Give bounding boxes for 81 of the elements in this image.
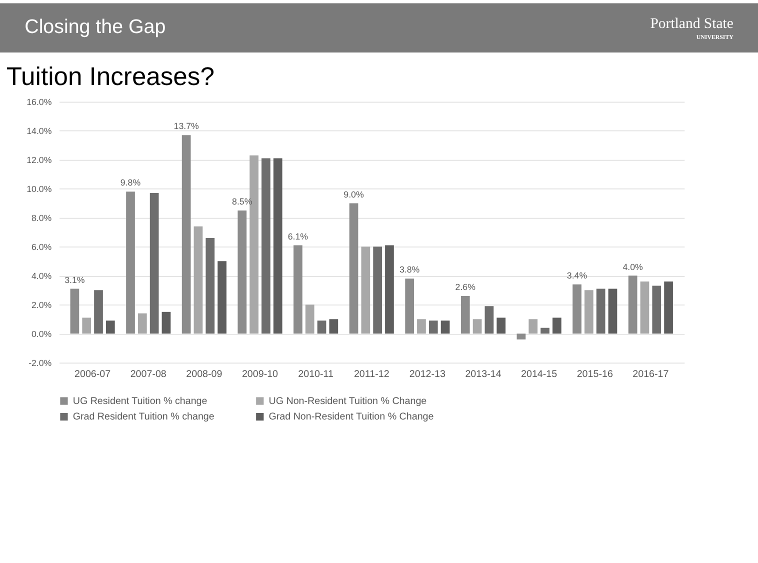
y-tick-label: 0.0% [32, 329, 52, 340]
bar [126, 192, 135, 334]
y-tick-label: 10.0% [26, 184, 52, 194]
legend-label: Grad Resident Tuition % change [72, 412, 215, 423]
bar [273, 158, 282, 334]
data-label: 4.0% [622, 262, 644, 272]
data-label: 8.5% [232, 196, 252, 207]
bar [540, 328, 550, 334]
y-tick-label: 2.0% [32, 300, 52, 310]
y-tick-label: -2.0% [28, 358, 52, 368]
bar [373, 246, 382, 334]
bar [150, 193, 159, 334]
bar [162, 312, 171, 334]
bar [584, 290, 594, 334]
chart-title: Tuition Increases? [6, 63, 214, 92]
bar [294, 245, 302, 334]
y-tick-label: 16.0% [26, 97, 52, 108]
bar [440, 320, 450, 334]
bar [552, 318, 562, 334]
bar [496, 318, 506, 334]
x-tick-label: 2008-09 [186, 368, 222, 380]
bar [484, 306, 494, 334]
x-tick-label: 2007-08 [130, 368, 167, 380]
bar [94, 290, 103, 334]
bar [608, 288, 618, 334]
bar [628, 276, 638, 334]
y-tick-label: 12.0% [26, 155, 52, 166]
bar [206, 238, 215, 334]
bar [70, 288, 80, 334]
bar [640, 281, 650, 334]
bar [460, 296, 470, 334]
bar [528, 319, 538, 334]
bar [428, 320, 438, 334]
bar [572, 284, 582, 334]
x-tick-label: 2016-17 [632, 368, 669, 380]
bar [238, 210, 247, 334]
bar [218, 261, 226, 334]
bar [82, 318, 92, 334]
y-tick-label: 4.0% [32, 271, 52, 282]
bar [194, 226, 203, 334]
x-tick-label: 2011-12 [354, 368, 390, 380]
x-tick-label: 2014-15 [521, 368, 558, 380]
x-tick-label: 2015-16 [576, 368, 614, 380]
x-tick-label: 2010-11 [298, 368, 334, 380]
bar [317, 320, 326, 334]
bar [329, 319, 338, 334]
bar [106, 320, 115, 334]
bar [305, 304, 314, 334]
bar [596, 288, 606, 334]
bar [182, 135, 191, 334]
bar [652, 286, 662, 334]
data-label: 9.0% [344, 189, 364, 200]
data-label: 3.1% [64, 274, 85, 285]
data-label: 2.6% [455, 282, 476, 292]
legend-label: Grad Non-Resident Tuition % Change [268, 412, 434, 423]
bar [262, 158, 270, 334]
data-label: 6.1% [288, 231, 308, 242]
bar [361, 246, 370, 334]
x-tick-label: 2012-13 [409, 368, 446, 380]
data-label: 3.8% [399, 264, 420, 275]
bar [472, 319, 482, 334]
bar [664, 281, 673, 334]
data-label: 13.7% [174, 121, 199, 132]
x-tick-label: 2006-07 [74, 368, 111, 380]
bar [405, 278, 414, 334]
bar [417, 319, 426, 334]
x-tick-label: 2013-14 [465, 368, 502, 380]
bar [349, 203, 358, 334]
bar [138, 313, 147, 334]
y-tick-label: 14.0% [26, 126, 52, 136]
legend-label: UG Non-Resident Tuition % Change [268, 396, 428, 407]
data-label: 3.4% [566, 270, 588, 280]
data-label: 9.8% [120, 178, 141, 188]
bar [516, 334, 526, 340]
text: Closing the Gap [24, 16, 166, 38]
y-tick-label: 6.0% [32, 242, 52, 252]
text: Portland State [650, 16, 734, 32]
x-tick-label: 2009-10 [242, 368, 279, 380]
y-tick-label: 8.0% [32, 213, 52, 224]
bar [385, 245, 394, 334]
legend-label: UG Resident Tuition % change [72, 396, 208, 407]
